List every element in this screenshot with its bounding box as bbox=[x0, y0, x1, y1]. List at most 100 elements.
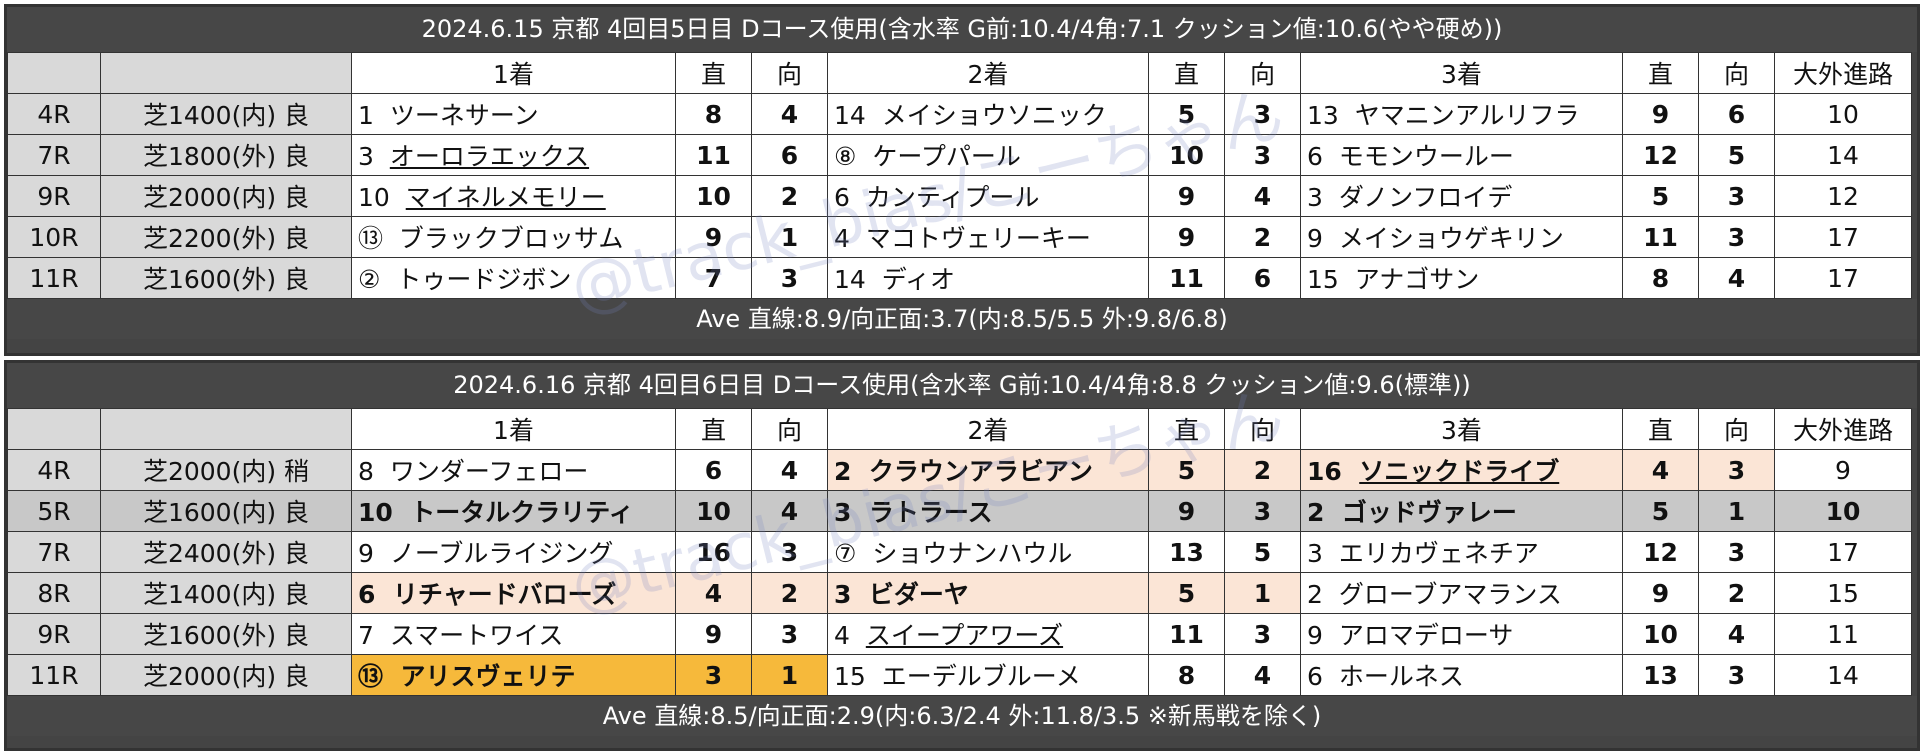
straight-header: 直 bbox=[1148, 52, 1225, 94]
horse-name: ブラックブロッサム bbox=[398, 224, 624, 253]
table-row: 8R 芝1400(内) 良 6 リチャードバローズ 4 2 3 ビダーヤ 5 1… bbox=[7, 572, 1912, 614]
horse-number: ⑬ bbox=[358, 662, 384, 691]
horse-name: ラトラース bbox=[868, 498, 993, 527]
straight-value: 9 bbox=[1622, 93, 1699, 135]
third-horse: 6 ホールネス bbox=[1300, 654, 1623, 696]
horse-number: 1 bbox=[358, 101, 374, 130]
outside-path-value: 12 bbox=[1774, 175, 1912, 217]
horse-number: 14 bbox=[834, 265, 866, 294]
facing-value: 2 bbox=[1224, 216, 1301, 258]
race-header bbox=[7, 52, 101, 94]
third-horse: 3 エリカヴェネチア bbox=[1300, 531, 1623, 573]
third-horse: 16 ソニックドライブ bbox=[1300, 449, 1623, 491]
results-grid: 1着 直 向 2着 直 向 3着 直 向 大外進路 4R 芝2000(内) 稍 … bbox=[7, 408, 1912, 696]
outside-path-value: 14 bbox=[1774, 654, 1912, 696]
facing-value: 1 bbox=[751, 654, 828, 696]
facing-value: 6 bbox=[1698, 93, 1775, 135]
facing-value: 4 bbox=[751, 449, 828, 491]
third-header: 3着 bbox=[1300, 408, 1623, 450]
horse-name: エーデルブルーメ bbox=[881, 662, 1081, 691]
horse-number: 15 bbox=[1307, 265, 1339, 294]
horse-number: ⑬ bbox=[358, 224, 384, 253]
straight-value: 10 bbox=[1148, 134, 1225, 176]
horse-name: スイープアワーズ bbox=[865, 621, 1064, 650]
race-number: 7R bbox=[7, 531, 101, 573]
horse-name: リチャードバローズ bbox=[392, 580, 617, 609]
second-horse: 4 マコトヴェリーキー bbox=[827, 216, 1149, 258]
straight-value: 5 bbox=[1148, 449, 1225, 491]
race-number: 11R bbox=[7, 654, 101, 696]
facing-value: 2 bbox=[751, 175, 828, 217]
facing-value: 6 bbox=[1224, 257, 1301, 299]
straight-value: 10 bbox=[675, 490, 752, 532]
straight-value: 11 bbox=[1148, 613, 1225, 655]
straight-value: 10 bbox=[675, 175, 752, 217]
facing-value: 1 bbox=[1698, 490, 1775, 532]
facing-value: 3 bbox=[1224, 613, 1301, 655]
straight-value: 9 bbox=[1148, 175, 1225, 217]
course-cell: 芝1600(外) 良 bbox=[100, 613, 352, 655]
straight-value: 8 bbox=[675, 93, 752, 135]
first-horse: 9 ノーブルライジング bbox=[351, 531, 676, 573]
horse-number: ⑧ bbox=[834, 142, 857, 171]
facing-value: 3 bbox=[751, 531, 828, 573]
straight-header: 直 bbox=[1622, 408, 1699, 450]
straight-value: 9 bbox=[1148, 216, 1225, 258]
horse-name: メイショウソニック bbox=[881, 101, 1107, 130]
facing-value: 4 bbox=[751, 490, 828, 532]
race-number: 5R bbox=[7, 490, 101, 532]
horse-number: 6 bbox=[358, 580, 376, 609]
facing-value: 6 bbox=[751, 134, 828, 176]
facing-value: 1 bbox=[751, 216, 828, 258]
straight-value: 9 bbox=[1622, 572, 1699, 614]
straight-value: 5 bbox=[1622, 175, 1699, 217]
table-row: 10R 芝2200(外) 良 ⑬ ブラックブロッサム 9 1 4 マコトヴェリー… bbox=[7, 216, 1912, 258]
horse-name: カンティプール bbox=[865, 183, 1040, 212]
straight-value: 8 bbox=[1622, 257, 1699, 299]
second-horse: 4 スイープアワーズ bbox=[827, 613, 1149, 655]
horse-name: ホールネス bbox=[1338, 662, 1464, 691]
first-horse: 8 ワンダーフェロー bbox=[351, 449, 676, 491]
race-number: 9R bbox=[7, 175, 101, 217]
horse-name: ダノンフロイデ bbox=[1338, 183, 1513, 212]
third-horse: 9 アロマデローサ bbox=[1300, 613, 1623, 655]
straight-value: 4 bbox=[675, 572, 752, 614]
facing-header: 向 bbox=[751, 52, 828, 94]
facing-value: 3 bbox=[1698, 531, 1775, 573]
facing-header: 向 bbox=[1698, 52, 1775, 94]
straight-value: 6 bbox=[675, 449, 752, 491]
third-horse: 3 ダノンフロイデ bbox=[1300, 175, 1623, 217]
first-horse: 6 リチャードバローズ bbox=[351, 572, 676, 614]
first-header: 1着 bbox=[351, 408, 676, 450]
horse-number: 3 bbox=[834, 498, 852, 527]
straight-value: 5 bbox=[1148, 572, 1225, 614]
outside-path-value: 17 bbox=[1774, 257, 1912, 299]
second-horse: 14 ディオ bbox=[827, 257, 1149, 299]
facing-value: 3 bbox=[1224, 134, 1301, 176]
second-header: 2着 bbox=[827, 52, 1149, 94]
horse-name: ケープパール bbox=[872, 142, 1021, 171]
course-cell: 芝1400(内) 良 bbox=[100, 93, 352, 135]
outside-path-value: 17 bbox=[1774, 531, 1912, 573]
average-summary: Ave 直線:8.5/向正面:2.9(内:6.3/2.4 外:11.8/3.5 … bbox=[7, 696, 1917, 736]
first-horse: ② トゥードジボン bbox=[351, 257, 676, 299]
third-horse: 2 グローブアマランス bbox=[1300, 572, 1623, 614]
horse-number: 2 bbox=[1307, 498, 1325, 527]
horse-number: 13 bbox=[1307, 101, 1339, 130]
course-cell: 芝2400(外) 良 bbox=[100, 531, 352, 573]
facing-value: 2 bbox=[1698, 572, 1775, 614]
straight-header: 直 bbox=[1148, 408, 1225, 450]
first-horse: 7 スマートワイス bbox=[351, 613, 676, 655]
horse-name: ワンダーフェロー bbox=[389, 457, 589, 486]
third-header: 3着 bbox=[1300, 52, 1623, 94]
horse-number: 9 bbox=[1307, 621, 1323, 650]
race-number: 9R bbox=[7, 613, 101, 655]
table-row: 7R 芝1800(外) 良 3 オーロラエックス 11 6 ⑧ ケープパール 1… bbox=[7, 134, 1912, 176]
table-row: 11R 芝1600(外) 良 ② トゥードジボン 7 3 14 ディオ 11 6… bbox=[7, 257, 1912, 299]
facing-value: 4 bbox=[751, 93, 828, 135]
straight-value: 9 bbox=[675, 613, 752, 655]
horse-number: 3 bbox=[1307, 183, 1323, 212]
facing-value: 3 bbox=[1224, 93, 1301, 135]
facing-value: 2 bbox=[1224, 449, 1301, 491]
straight-value: 13 bbox=[1148, 531, 1225, 573]
